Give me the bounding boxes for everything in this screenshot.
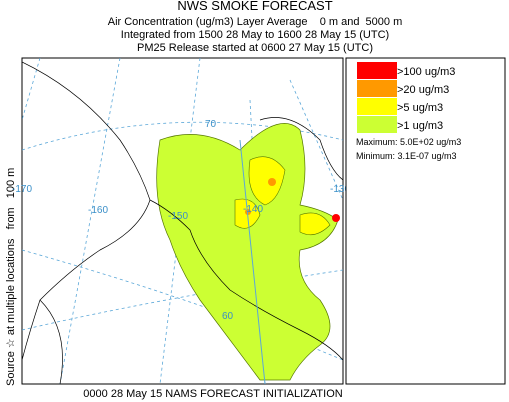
- legend-swatch: [357, 80, 397, 97]
- smoke-core: [248, 156, 286, 206]
- legend-label: >20 ug/m3: [397, 84, 449, 96]
- legend-swatch: [357, 62, 397, 79]
- map-label: -170: [12, 184, 32, 195]
- legend-swatch: [357, 98, 397, 115]
- subtitle: PM25 Release started at 0600 27 May 15 (…: [137, 42, 373, 54]
- side-label: Source ☆ at multiple locations from 100 …: [5, 168, 17, 386]
- legend: >100 ug/m3 >20 ug/m3 >5 ug/m3 >1 ug/m3: [357, 62, 455, 133]
- map-label: 60: [222, 311, 234, 322]
- smoke-core: [299, 212, 331, 236]
- legend-label: >5 ug/m3: [397, 102, 443, 114]
- legend-label: >1 ug/m3: [397, 120, 443, 132]
- map-label: -160: [88, 205, 108, 216]
- smoke-hotspot: [332, 214, 340, 222]
- title: NWS SMOKE FORECAST: [177, 0, 332, 13]
- map-label: 70: [205, 119, 217, 130]
- footer: 0000 28 May 15 NAMS FORECAST INITIALIZAT…: [83, 388, 342, 400]
- legend-minimum: Minimum: 3.1E-07 ug/m3: [356, 151, 457, 161]
- map-label: -150: [168, 211, 188, 222]
- map-label: -140: [243, 204, 263, 215]
- legend-swatch: [357, 116, 397, 133]
- legend-maximum: Maximum: 5.0E+02 ug/m3: [356, 137, 461, 147]
- border: [239, 139, 266, 384]
- legend-label: >100 ug/m3: [397, 66, 455, 78]
- map: -170 -160 -150 -140 -130 70 60: [12, 57, 350, 385]
- smoke-hotspot: [268, 178, 276, 186]
- coastline: [22, 61, 343, 384]
- subtitle: Air Concentration (ug/m3) Layer Average …: [108, 16, 403, 28]
- smoke-plume: [156, 122, 339, 381]
- subtitle: Integrated from 1500 28 May to 1600 28 M…: [121, 29, 389, 41]
- smoke-hotspot: [245, 209, 251, 215]
- map-label: -130: [330, 184, 350, 195]
